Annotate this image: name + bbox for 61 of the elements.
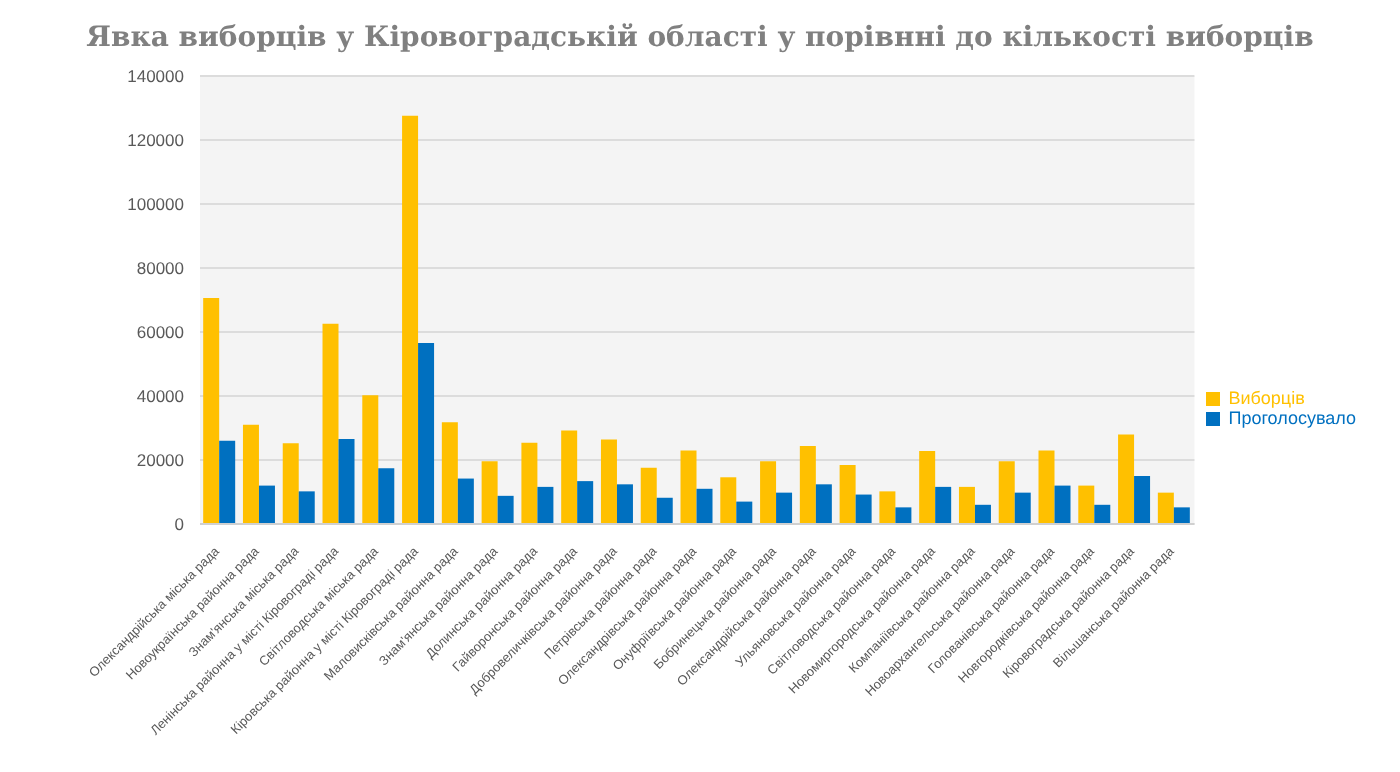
bar	[815, 484, 832, 524]
bar	[616, 484, 633, 524]
y-tick-label: 20000	[136, 450, 185, 471]
bar	[895, 507, 912, 524]
bar	[1118, 434, 1135, 524]
bar	[282, 443, 299, 524]
y-tick-label: 60000	[136, 322, 185, 343]
bar	[640, 467, 657, 524]
bar	[537, 486, 554, 524]
bar	[600, 439, 617, 524]
bar	[497, 495, 514, 524]
bar	[680, 450, 697, 524]
bar	[258, 485, 275, 524]
chart-title: Явка виборців у Кіровоградській області у порівнні до кількості виборців	[84, 20, 1316, 58]
y-tick-label: 100000	[127, 194, 185, 215]
bar	[481, 461, 498, 524]
y-tick-label: 80000	[136, 258, 185, 279]
bar	[521, 442, 538, 524]
bar	[362, 395, 379, 524]
bar	[998, 461, 1015, 524]
bar	[736, 501, 753, 524]
bar	[1173, 507, 1190, 524]
y-tick-label: 140000	[127, 66, 185, 87]
y-tick-label: 120000	[127, 130, 185, 151]
bar	[1078, 485, 1095, 524]
bar	[1038, 450, 1055, 524]
bar	[338, 438, 355, 524]
bar	[760, 461, 777, 524]
bar	[402, 115, 419, 524]
bar	[656, 497, 673, 524]
bar	[855, 494, 872, 524]
bar	[242, 424, 259, 524]
bar	[561, 430, 578, 524]
bar	[919, 451, 936, 524]
bar	[1014, 492, 1031, 524]
y-tick-label: 0	[174, 514, 185, 535]
bar	[974, 504, 991, 524]
bar	[219, 440, 236, 524]
legend-label: Проголосувало	[1228, 408, 1356, 428]
bar	[203, 298, 220, 524]
bar	[441, 422, 458, 524]
bar	[1157, 492, 1174, 524]
bar	[322, 323, 339, 524]
bar	[839, 465, 856, 524]
bar	[298, 491, 315, 524]
bar	[457, 478, 474, 524]
bar	[799, 445, 816, 524]
bar	[958, 486, 975, 524]
bar	[776, 492, 793, 524]
bar	[696, 488, 713, 524]
legend-label: Виборців	[1228, 388, 1305, 408]
bar	[935, 486, 952, 524]
bar	[1054, 485, 1071, 524]
bar	[879, 491, 896, 524]
bar	[577, 481, 594, 524]
bar	[720, 477, 737, 524]
y-tick-label: 40000	[136, 386, 185, 407]
bar	[418, 342, 435, 524]
bar	[1134, 476, 1151, 524]
bar	[378, 468, 395, 524]
bar	[1094, 504, 1111, 524]
